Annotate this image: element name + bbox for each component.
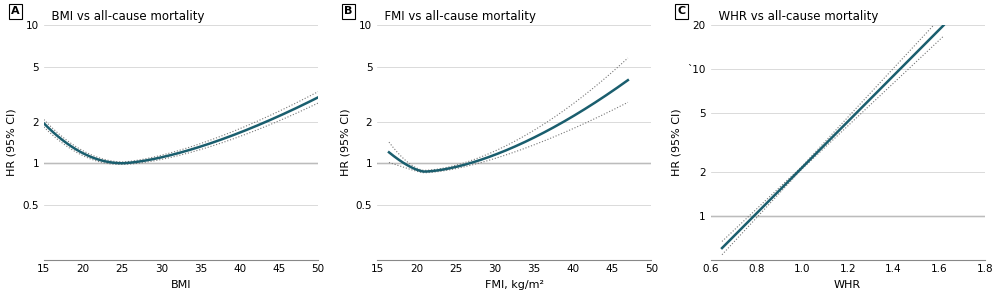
X-axis label: FMI, kg/m²: FMI, kg/m² (485, 280, 544, 290)
Text: FMI vs all-cause mortality: FMI vs all-cause mortality (377, 10, 536, 23)
Text: B: B (344, 7, 353, 17)
Y-axis label: HR (95% CI): HR (95% CI) (672, 109, 682, 176)
Text: C: C (678, 7, 686, 17)
Text: BMI vs all-cause mortality: BMI vs all-cause mortality (44, 10, 204, 23)
Text: WHR vs all-cause mortality: WHR vs all-cause mortality (711, 10, 878, 23)
Y-axis label: HR (95% CI): HR (95% CI) (7, 109, 17, 176)
X-axis label: BMI: BMI (171, 280, 191, 290)
Text: A: A (11, 7, 20, 17)
Y-axis label: HR (95% CI): HR (95% CI) (340, 109, 350, 176)
X-axis label: WHR: WHR (834, 280, 861, 290)
